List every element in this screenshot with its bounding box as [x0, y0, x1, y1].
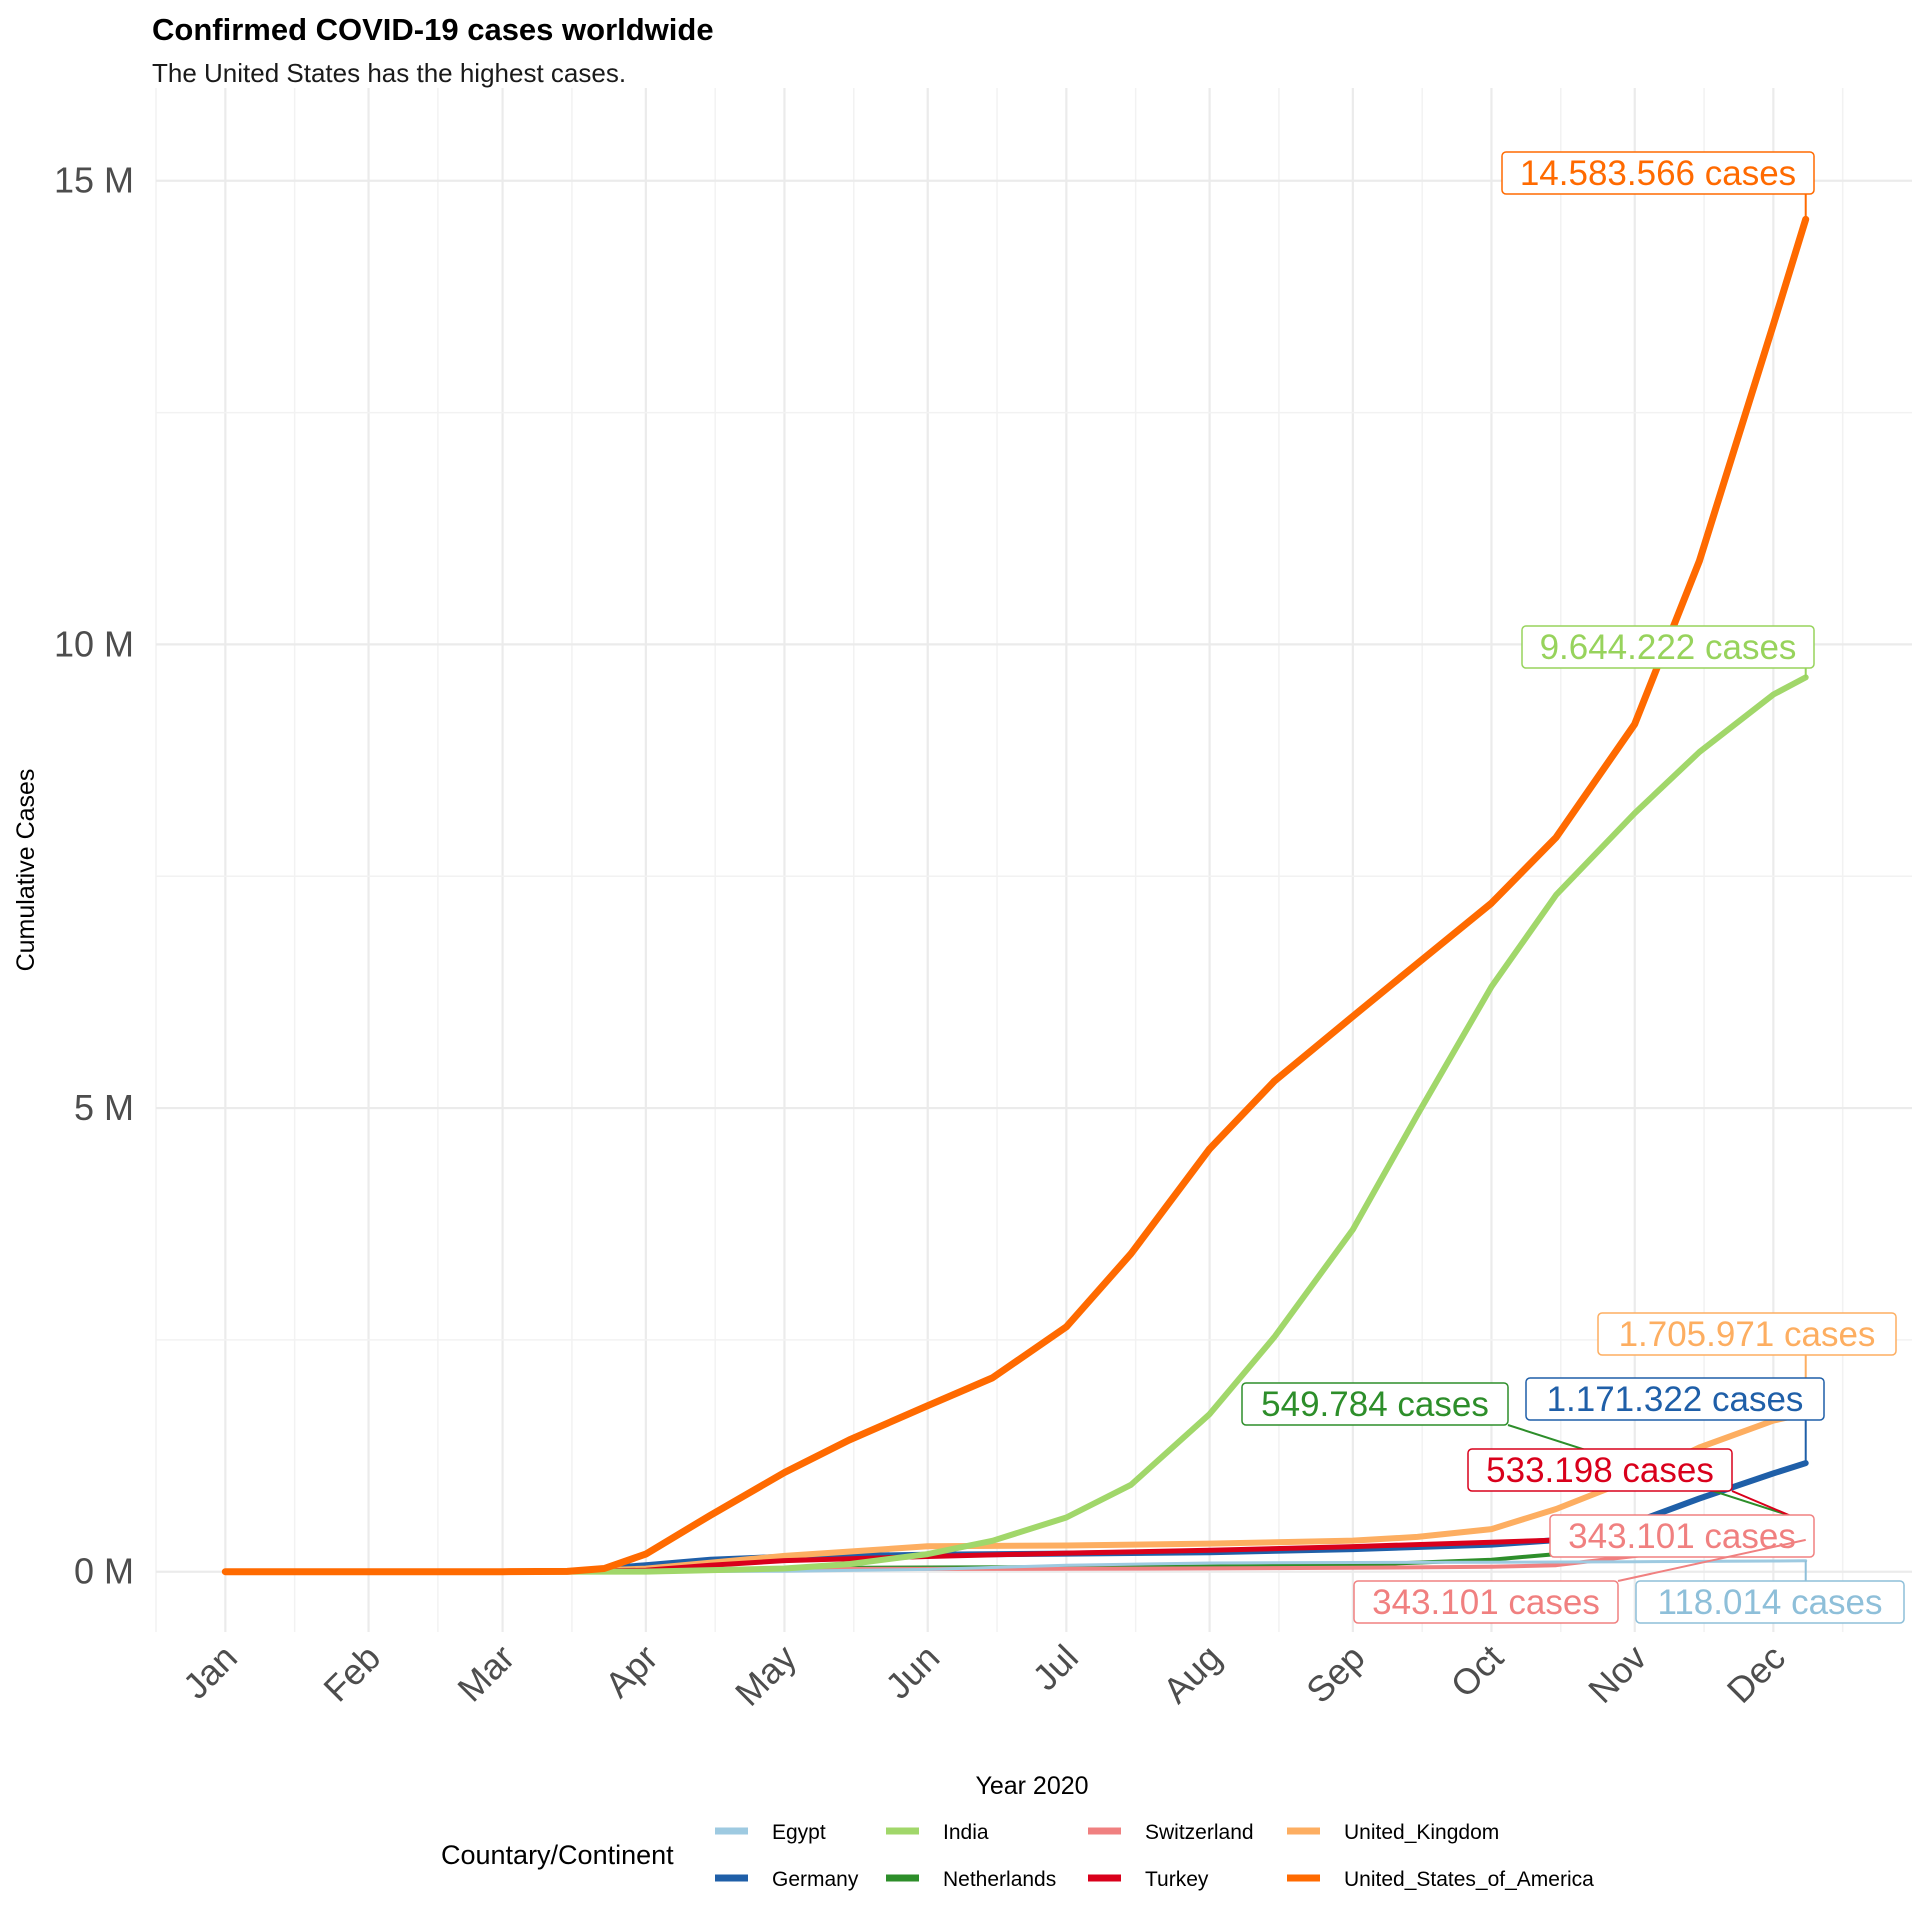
x-tick-label: Jul	[1024, 1637, 1086, 1699]
x-tick-label: Sep	[1298, 1637, 1372, 1711]
series-end-label: 1.705.971 cases	[1619, 1315, 1876, 1354]
x-tick-label: Jan	[175, 1637, 245, 1707]
legend-title: Countary/Continent	[441, 1840, 674, 1870]
label-box	[1549, 1514, 1815, 1558]
series-end-label: 14.583.566 cases	[1520, 154, 1796, 193]
series-end-label: 549.784 cases	[1261, 1385, 1489, 1424]
x-tick-label: Aug	[1155, 1637, 1229, 1711]
x-tick-label: Jun	[877, 1637, 947, 1707]
label-box	[1241, 1382, 1509, 1426]
x-tick-label: Nov	[1580, 1637, 1654, 1711]
series-end-label: 1.171.322 cases	[1547, 1380, 1804, 1419]
series-end-label: 533.198 cases	[1486, 1451, 1714, 1490]
label-box	[1521, 625, 1815, 669]
label-box	[1597, 1312, 1897, 1356]
legend-label: Switzerland	[1145, 1821, 1254, 1844]
legend-label: Egypt	[772, 1821, 826, 1844]
series-end-label: 9.644.222 cases	[1540, 628, 1797, 667]
chart-title: Confirmed COVID-19 cases worldwide	[152, 12, 714, 47]
legend: Countary/Continent Egypt Germany India Neth…	[441, 1821, 1594, 1891]
label-box	[1467, 1448, 1733, 1492]
x-tick-label: May	[727, 1637, 804, 1714]
legend-label: United_Kingdom	[1344, 1821, 1499, 1844]
legend-label: Netherlands	[943, 1868, 1056, 1891]
y-tick-label: 15 M	[54, 160, 134, 201]
x-axis-ticks: Jan Feb Mar Apr May Jun Jul Aug Sep Oct Nov Dec	[175, 1637, 1793, 1714]
label-connector	[1617, 1538, 1806, 1582]
label-box	[1525, 1377, 1825, 1421]
label-box	[1635, 1580, 1905, 1624]
series-end-labels: 14.583.566 cases 9.644.222 cases 1.705.971…	[1241, 151, 1905, 1624]
x-tick-label: Oct	[1443, 1637, 1512, 1706]
x-tick-label: Dec	[1719, 1637, 1793, 1711]
x-tick-label: Apr	[597, 1637, 666, 1706]
y-tick-label: 10 M	[54, 623, 134, 664]
label-box	[1501, 151, 1815, 195]
legend-label: India	[943, 1821, 989, 1844]
series-lines	[221, 215, 1810, 1576]
x-tick-label: Feb	[315, 1637, 388, 1710]
chart-subtitle: The United States has the highest cases.	[152, 58, 627, 88]
y-tick-label: 5 M	[74, 1087, 134, 1128]
series-end-label: 118.014 cases	[1657, 1583, 1882, 1622]
legend-label: Turkey	[1145, 1868, 1209, 1891]
label-box	[1353, 1580, 1619, 1624]
y-axis-ticks: 0 M 5 M 10 M 15 M	[54, 160, 134, 1592]
legend-label: United_States_of_America	[1344, 1868, 1594, 1891]
legend-label: Germany	[772, 1868, 859, 1891]
series-line-india	[222, 674, 1809, 1575]
y-tick-label: 0 M	[74, 1551, 134, 1592]
y-axis-title: Cumulative Cases	[12, 769, 40, 972]
x-axis-title: Year 2020	[975, 1772, 1088, 1800]
series-line-united-states-of-america	[221, 215, 1810, 1576]
x-tick-label: Mar	[449, 1637, 522, 1710]
series-end-label: 343.101 cases	[1372, 1583, 1600, 1622]
